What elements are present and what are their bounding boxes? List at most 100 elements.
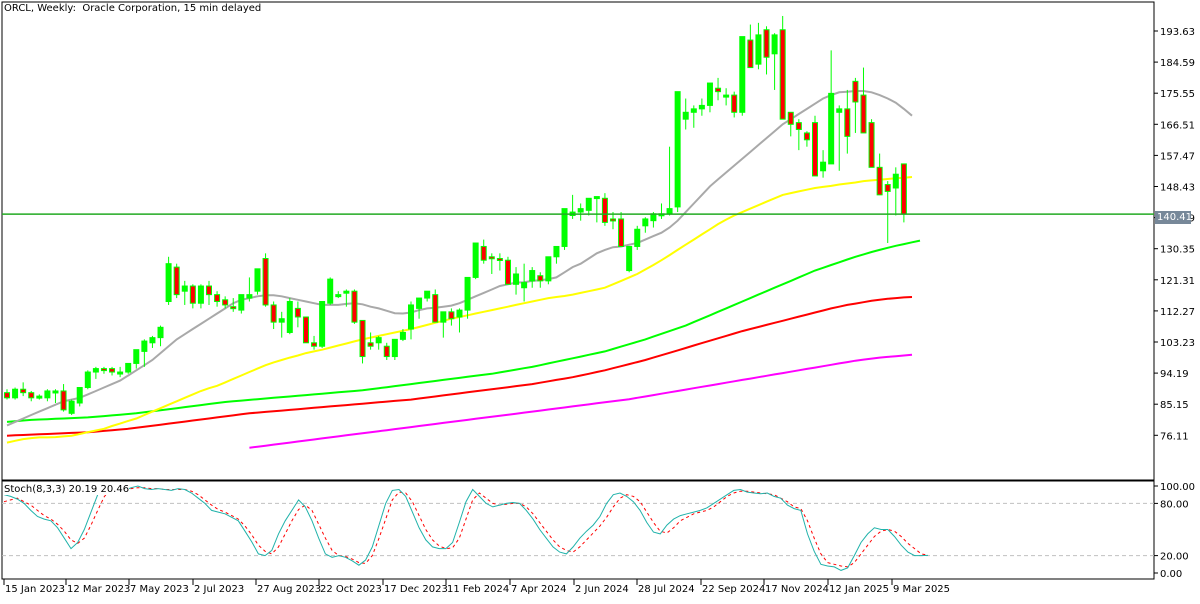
candle-body — [561, 208, 568, 247]
candle-body — [391, 338, 398, 358]
candle-body — [84, 371, 91, 389]
candle-body — [181, 285, 188, 292]
candle-body — [230, 306, 237, 310]
candle-body — [698, 104, 705, 110]
candle-body — [214, 294, 221, 303]
stoch-tick-label: 20.00 — [1160, 552, 1189, 563]
candle-body — [585, 197, 592, 211]
main-panel-frame — [1, 1, 1155, 481]
candle-body — [238, 294, 245, 311]
candle-body — [553, 245, 560, 258]
candle-body — [173, 266, 180, 296]
time-tick-label: 2 Jul 2023 — [194, 584, 244, 595]
chart-title: ORCL, Weekly: Oracle Corporation, 15 min… — [4, 3, 262, 14]
candle-body — [60, 390, 67, 411]
candle-body — [884, 184, 891, 192]
candle-body — [222, 299, 229, 306]
candle-body — [440, 311, 447, 323]
stochastic-main-line — [3, 485, 929, 571]
candle-body — [165, 263, 172, 303]
candle-body — [157, 326, 164, 339]
candle-body — [36, 395, 43, 399]
time-tick-label: 7 Apr 2024 — [511, 584, 566, 595]
candle-body — [100, 368, 107, 372]
time-tick-label: 27 Aug 2023 — [257, 584, 321, 595]
candle-body — [416, 297, 423, 309]
candle-body — [189, 285, 196, 304]
time-tick-label: 22 Oct 2023 — [320, 584, 382, 595]
candle-body — [133, 349, 140, 364]
candle-body — [399, 331, 406, 340]
candle-body — [464, 276, 471, 311]
candle-body — [795, 122, 802, 130]
candle-body — [270, 304, 277, 323]
candle-body — [76, 387, 83, 404]
price-tick-label: 112.27 — [1160, 307, 1195, 318]
candle-body — [844, 108, 851, 137]
candle-body — [779, 29, 786, 120]
candle-body — [294, 307, 301, 318]
moving-average-line — [249, 353, 913, 449]
candle-body — [900, 163, 907, 215]
price-tick-label: 94.19 — [1160, 369, 1189, 380]
candle-body — [537, 275, 544, 282]
time-tick-label: 11 Feb 2024 — [447, 584, 509, 595]
candle-body — [4, 392, 10, 399]
candle-body — [20, 388, 27, 394]
candle-body — [12, 388, 19, 399]
price-tick-label: 157.47 — [1160, 151, 1195, 162]
stoch-tick-label: 80.00 — [1160, 499, 1189, 510]
candle-body — [472, 242, 479, 278]
candle-body — [496, 258, 503, 262]
candle-body — [682, 111, 689, 120]
candle-body — [634, 228, 641, 247]
candle-body — [731, 94, 738, 113]
candle-body — [868, 122, 875, 168]
candle-body — [828, 92, 835, 165]
candle-body — [723, 94, 730, 98]
moving-average-line — [6, 90, 913, 427]
candle-body — [626, 245, 633, 272]
candle-body — [343, 290, 350, 294]
candle-body — [803, 132, 810, 141]
candle-body — [125, 362, 132, 373]
candle-body — [424, 290, 431, 299]
candle-body — [812, 122, 818, 177]
candle-body — [820, 161, 827, 172]
candle-body — [254, 268, 261, 292]
candle-body — [335, 294, 342, 298]
candle-body — [852, 80, 859, 103]
price-tick-label: 130.35 — [1160, 245, 1195, 256]
candle-body — [359, 319, 366, 358]
candle-body — [28, 392, 35, 399]
candle-body — [618, 218, 625, 247]
moving-average-line — [6, 239, 921, 423]
time-tick-label: 15 Jan 2023 — [5, 584, 65, 595]
price-tick-label: 175.55 — [1160, 89, 1195, 100]
candle-body — [488, 256, 495, 260]
candle-body — [92, 368, 99, 373]
candle-body — [763, 29, 770, 58]
candle-body — [666, 208, 673, 215]
price-tick-label: 166.51 — [1160, 120, 1195, 131]
candle-body — [311, 342, 318, 347]
stoch-tick-label: 100.00 — [1160, 482, 1195, 493]
candle-body — [521, 282, 528, 289]
candle-body — [876, 166, 883, 196]
price-tick-label: 148.43 — [1160, 183, 1195, 194]
candle-body — [448, 311, 455, 320]
candle-body — [577, 208, 584, 213]
candle-body — [480, 245, 487, 261]
time-tick-label: 12 Mar 2023 — [67, 584, 130, 595]
candle-body — [892, 173, 899, 189]
candle-body — [715, 87, 722, 93]
candle-body — [117, 371, 124, 375]
candle-body — [367, 342, 374, 347]
candle-body — [383, 345, 390, 358]
time-tick-label: 28 Jul 2024 — [638, 584, 695, 595]
candle-body — [109, 368, 116, 373]
time-tick-label: 22 Sep 2024 — [702, 584, 765, 595]
time-tick-label: 17 Dec 2023 — [384, 584, 448, 595]
price-tick-label: 121.31 — [1160, 276, 1195, 287]
